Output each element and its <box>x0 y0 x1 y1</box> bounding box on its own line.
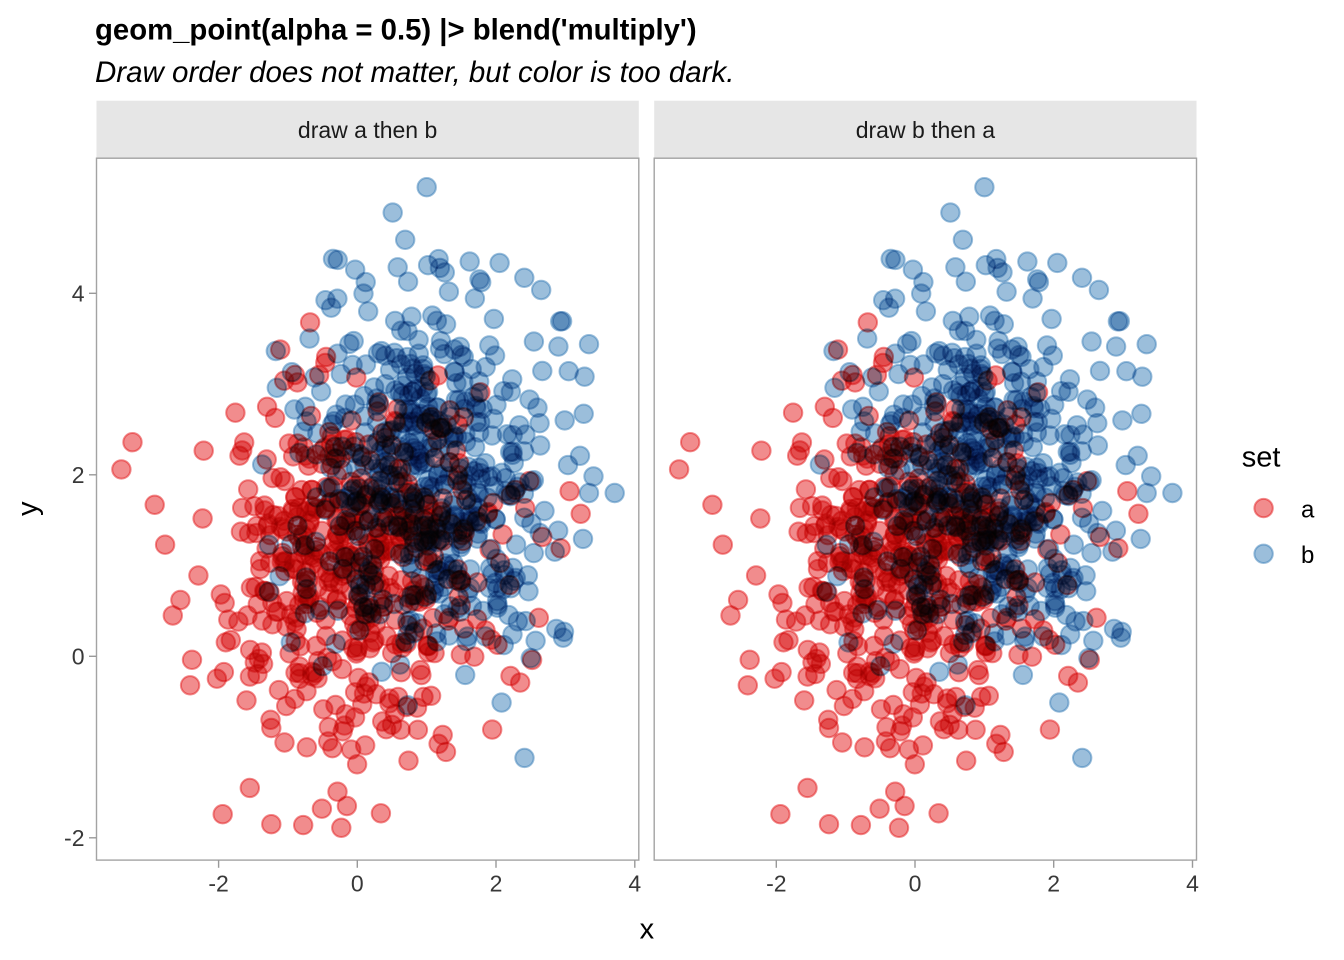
svg-text:0: 0 <box>351 871 364 897</box>
svg-text:4: 4 <box>72 281 85 307</box>
svg-text:0: 0 <box>72 644 85 670</box>
svg-text:Draw order does not matter, bu: Draw order does not matter, but color is… <box>95 56 734 89</box>
svg-text:set: set <box>1242 442 1281 474</box>
svg-text:a: a <box>1301 496 1315 523</box>
svg-text:-2: -2 <box>208 871 228 897</box>
svg-text:2: 2 <box>72 462 85 488</box>
svg-text:-2: -2 <box>64 825 84 851</box>
svg-text:4: 4 <box>1186 871 1199 897</box>
svg-text:y: y <box>12 501 44 516</box>
svg-text:2: 2 <box>490 871 503 897</box>
svg-text:2: 2 <box>1047 871 1060 897</box>
svg-text:draw b then a: draw b then a <box>856 117 996 143</box>
svg-text:0: 0 <box>909 871 922 897</box>
svg-text:x: x <box>640 913 655 945</box>
svg-text:draw a then b: draw a then b <box>298 117 437 143</box>
svg-text:geom_point(alpha = 0.5) |> ble: geom_point(alpha = 0.5) |> blend('multip… <box>95 14 697 47</box>
svg-text:b: b <box>1301 542 1314 569</box>
svg-text:-2: -2 <box>766 871 786 897</box>
svg-text:4: 4 <box>628 871 641 897</box>
